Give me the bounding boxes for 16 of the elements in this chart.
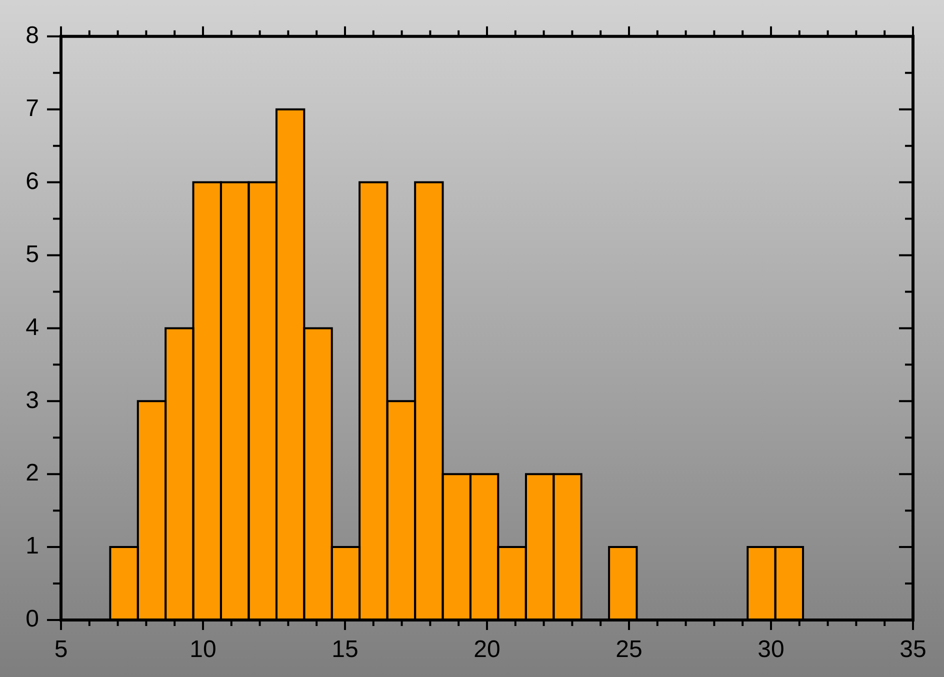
x-tick-label: 25 bbox=[616, 636, 642, 664]
y-tick-label: 7 bbox=[26, 94, 39, 122]
x-tick-label: 35 bbox=[900, 636, 926, 664]
y-tick-label: 8 bbox=[26, 22, 39, 50]
x-tick-label: 20 bbox=[474, 636, 500, 664]
x-tick-label: 10 bbox=[190, 636, 216, 664]
y-tick-label: 1 bbox=[26, 532, 39, 560]
y-tick-label: 3 bbox=[26, 386, 39, 414]
y-tick-label: 6 bbox=[26, 168, 39, 195]
y-tick-label: 4 bbox=[26, 314, 39, 341]
y-tick-label: 0 bbox=[26, 606, 39, 633]
x-tick-label: 5 bbox=[54, 636, 68, 664]
x-tick-label: 30 bbox=[758, 636, 784, 664]
x-tick-label: 15 bbox=[332, 636, 358, 664]
y-tick-label: 5 bbox=[26, 240, 39, 268]
y-tick-label: 2 bbox=[26, 460, 39, 487]
